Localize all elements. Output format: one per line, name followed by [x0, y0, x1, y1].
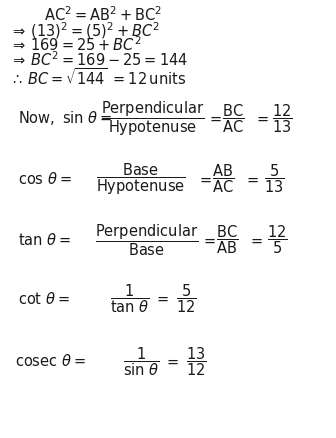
Text: $\mathrm{cosec\ }\theta = $: $\mathrm{cosec\ }\theta = $ — [15, 353, 86, 369]
Text: $\dfrac{1}{\mathrm{sin\ }\theta}$: $\dfrac{1}{\mathrm{sin\ }\theta}$ — [123, 345, 160, 378]
Text: $=$: $=$ — [207, 111, 223, 126]
Text: $=$: $=$ — [254, 111, 270, 126]
Text: $\dfrac{\mathrm{Perpendicular}}{\mathrm{Base}}$: $\dfrac{\mathrm{Perpendicular}}{\mathrm{… — [94, 222, 198, 258]
Text: $\dfrac{1}{\mathrm{tan\ }\theta}$: $\dfrac{1}{\mathrm{tan\ }\theta}$ — [110, 283, 149, 315]
Text: $=$: $=$ — [164, 354, 179, 369]
Text: $\dfrac{\mathrm{AB}}{\mathrm{AC}}$: $\dfrac{\mathrm{AB}}{\mathrm{AC}}$ — [212, 163, 235, 195]
Text: $\mathrm{Now,\ sin\ }\theta = $: $\mathrm{Now,\ sin\ }\theta = $ — [18, 109, 113, 127]
Text: $\mathrm{AC^2 = AB^2 + BC^2}$: $\mathrm{AC^2 = AB^2 + BC^2}$ — [44, 6, 162, 24]
Text: $\dfrac{\mathrm{BC}}{\mathrm{AB}}$: $\dfrac{\mathrm{BC}}{\mathrm{AB}}$ — [216, 224, 238, 256]
Text: $\dfrac{5}{12}$: $\dfrac{5}{12}$ — [176, 283, 197, 315]
Text: $=$: $=$ — [244, 172, 260, 187]
Text: $\mathrm{tan\ }\theta = $: $\mathrm{tan\ }\theta = $ — [18, 232, 72, 248]
Text: $\dfrac{\mathrm{BC}}{\mathrm{AC}}$: $\dfrac{\mathrm{BC}}{\mathrm{AC}}$ — [222, 102, 245, 134]
Text: $=$: $=$ — [248, 233, 263, 247]
Text: $=$: $=$ — [201, 233, 216, 247]
Text: $\mathrm{cot\ }\theta = $: $\mathrm{cot\ }\theta = $ — [18, 291, 70, 307]
Text: $\dfrac{13}{12}$: $\dfrac{13}{12}$ — [186, 345, 207, 378]
Text: $\therefore\,BC = \sqrt{144}\; = 12\,\mathrm{units}$: $\therefore\,BC = \sqrt{144}\; = 12\,\ma… — [10, 67, 186, 88]
Text: $\dfrac{12}{13}$: $\dfrac{12}{13}$ — [272, 102, 293, 134]
Text: $\dfrac{\mathrm{Perpendicular}}{\mathrm{Hypotenuse}}$: $\dfrac{\mathrm{Perpendicular}}{\mathrm{… — [101, 99, 205, 138]
Text: $\dfrac{5}{13}$: $\dfrac{5}{13}$ — [263, 163, 284, 195]
Text: $\dfrac{12}{5}$: $\dfrac{12}{5}$ — [267, 224, 288, 256]
Text: $=$: $=$ — [154, 291, 169, 306]
Text: $\Rightarrow\,(13)^2 = (5)^2 + BC^2$: $\Rightarrow\,(13)^2 = (5)^2 + BC^2$ — [10, 20, 160, 41]
Text: $\Rightarrow\,169 = 25 + BC^2$: $\Rightarrow\,169 = 25 + BC^2$ — [10, 36, 142, 54]
Text: $\mathrm{cos\ }\theta = $: $\mathrm{cos\ }\theta = $ — [18, 171, 72, 187]
Text: $\Rightarrow\,BC^2 = 169 - 25 = 144$: $\Rightarrow\,BC^2 = 169 - 25 = 144$ — [10, 51, 188, 69]
Text: $\dfrac{\mathrm{Base}}{\mathrm{Hypotenuse}}$: $\dfrac{\mathrm{Base}}{\mathrm{Hypotenus… — [96, 161, 186, 197]
Text: $=$: $=$ — [197, 172, 213, 187]
